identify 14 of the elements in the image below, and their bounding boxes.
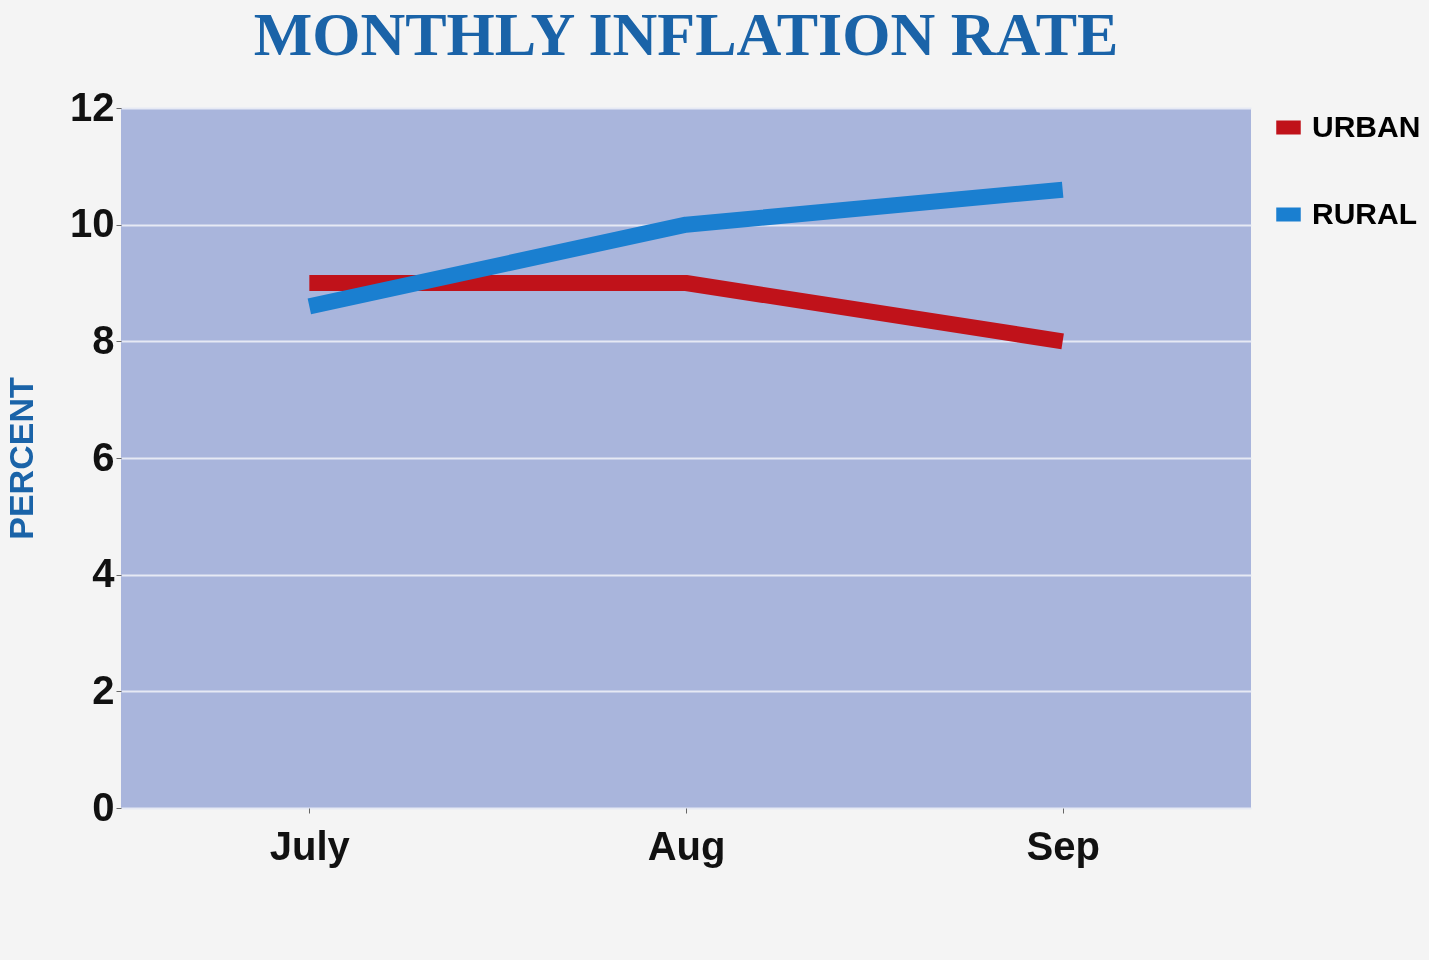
- y-tick-label: 10: [70, 201, 115, 246]
- y-tick-label: 8: [92, 317, 115, 362]
- legend-label: RURAL: [1312, 196, 1417, 230]
- chart-title: MONTHLY INFLATION RATE: [253, 0, 1119, 68]
- y-tick-label: 2: [92, 667, 115, 712]
- y-axis-title: PERCENT: [2, 377, 41, 540]
- x-tick-label: Aug: [647, 823, 726, 868]
- y-tick-label: 6: [92, 434, 115, 479]
- x-tick-label: Sep: [1026, 823, 1100, 868]
- x-tick-label: July: [269, 823, 351, 868]
- y-tick-label: 0: [92, 784, 115, 829]
- legend-label: URBAN: [1312, 109, 1421, 143]
- y-tick-label: 12: [70, 84, 115, 129]
- y-tick-label: 4: [92, 551, 116, 596]
